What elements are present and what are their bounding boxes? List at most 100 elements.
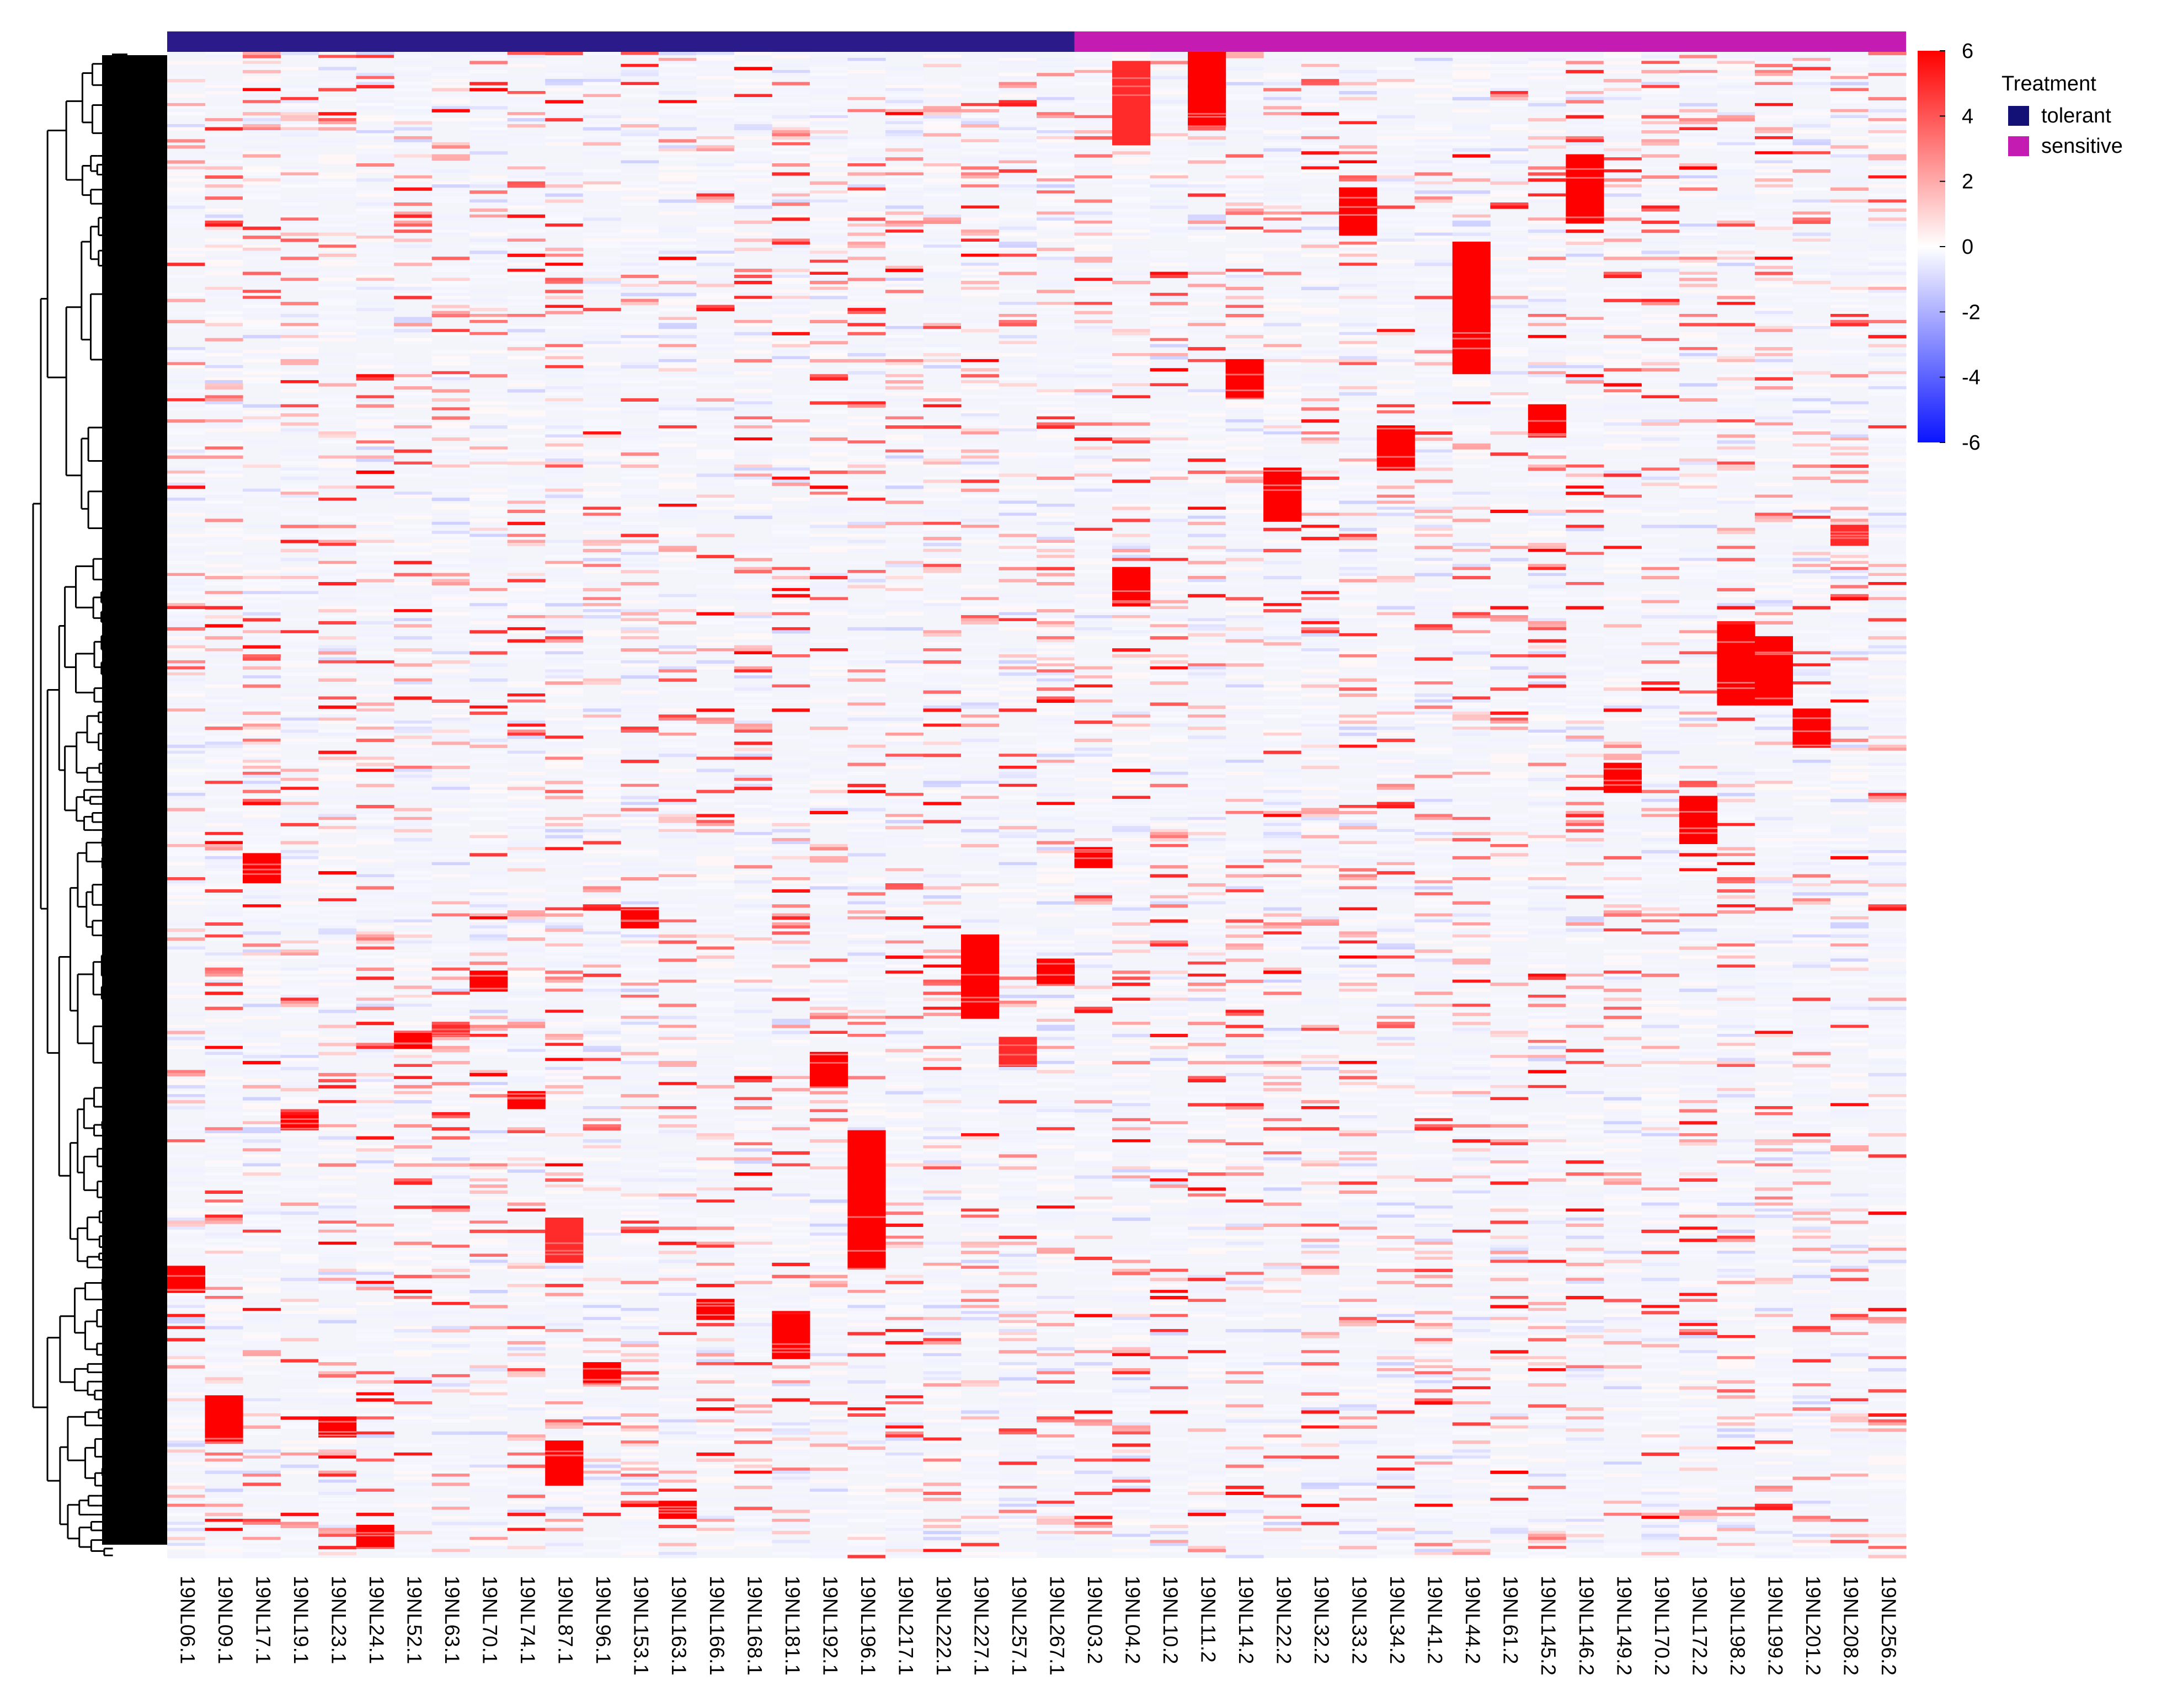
heatmap-cell: [507, 434, 546, 438]
heatmap-cell: [507, 654, 546, 658]
heatmap-cell: [280, 991, 319, 995]
heatmap-cell: [545, 618, 584, 622]
heatmap-cell: [583, 281, 621, 285]
heatmap-cell: [243, 733, 281, 736]
heatmap-cell: [167, 1232, 206, 1236]
heatmap-cell: [621, 1229, 659, 1233]
heatmap-cell: [658, 1296, 697, 1300]
heatmap-cell: [621, 564, 659, 568]
heatmap-cell: [469, 1211, 508, 1215]
heatmap-cell: [621, 94, 659, 98]
heatmap-cell: [507, 651, 546, 655]
heatmap-cell: [280, 419, 319, 423]
heatmap-cell: [280, 733, 319, 736]
heatmap-cell: [167, 407, 206, 411]
heatmap-cell: [507, 242, 546, 245]
heatmap-cell: [507, 690, 546, 694]
heatmap-cell: [356, 106, 394, 110]
heatmap-cell: [280, 350, 319, 354]
heatmap-cell: [583, 606, 621, 610]
heatmap-cell: [318, 97, 357, 100]
heatmap-cell: [507, 847, 546, 851]
heatmap-cell: [583, 967, 621, 971]
heatmap-cell: [243, 1317, 281, 1321]
heatmap-cell: [318, 1311, 357, 1315]
heatmap-cell: [205, 91, 243, 95]
heatmap-cell: [621, 886, 659, 890]
heatmap-cell: [696, 148, 735, 152]
heatmap-cell: [356, 1413, 394, 1417]
heatmap-cell: [356, 907, 394, 911]
heatmap-cell: [167, 1338, 206, 1342]
heatmap-cell: [167, 1416, 206, 1420]
heatmap-cell: [167, 663, 206, 667]
heatmap-cell: [696, 1347, 735, 1351]
heatmap-cell: [243, 979, 281, 983]
heatmap-cell: [280, 1181, 319, 1185]
heatmap-cell: [507, 1199, 546, 1203]
heatmap-cell: [205, 269, 243, 273]
heatmap-cell: [734, 482, 772, 486]
heatmap-cell: [318, 711, 357, 715]
heatmap-cell: [734, 368, 772, 372]
heatmap-cell: [280, 106, 319, 110]
heatmap-cell: [318, 546, 357, 549]
heatmap-cell: [431, 277, 470, 281]
heatmap-cell: [356, 1072, 394, 1076]
heatmap-cell: [658, 717, 697, 721]
heatmap-cell: [280, 1503, 319, 1507]
heatmap-cell: [167, 525, 206, 529]
heatmap-cell: [205, 1257, 243, 1261]
heatmap-cell: [545, 308, 584, 312]
heatmap-cell: [318, 1440, 357, 1444]
heatmap-cell: [545, 741, 584, 745]
heatmap-cell: [621, 1482, 659, 1486]
heatmap-cell: [243, 76, 281, 79]
heatmap-cell: [696, 1422, 735, 1426]
heatmap-cell: [431, 1287, 470, 1290]
heatmap-cell: [356, 211, 394, 215]
heatmap-cell: [167, 1494, 206, 1498]
heatmap-cell: [469, 151, 508, 155]
heatmap-cell: [394, 892, 433, 896]
heatmap-cell: [356, 1154, 394, 1158]
heatmap-cell: [280, 573, 319, 577]
heatmap-cell: [431, 329, 470, 333]
heatmap-cell: [205, 1178, 243, 1182]
heatmap-cell: [621, 465, 659, 468]
heatmap-cell: [621, 989, 659, 992]
heatmap-cell: [658, 1362, 697, 1366]
heatmap-cell: [356, 118, 394, 122]
heatmap-cell: [696, 1419, 735, 1423]
heatmap-cell: [507, 1272, 546, 1275]
heatmap-cell: [243, 286, 281, 290]
heatmap-cell: [583, 816, 621, 820]
heatmap-cell: [243, 766, 281, 770]
heatmap-cell: [394, 109, 433, 113]
heatmap-cell: [469, 678, 508, 682]
heatmap-cell: [507, 934, 546, 938]
heatmap-cell: [205, 931, 243, 935]
heatmap-cell: [280, 314, 319, 318]
heatmap-cell: [583, 991, 621, 995]
heatmap-cell: [356, 925, 394, 929]
heatmap-cell: [431, 1109, 470, 1113]
heatmap-cell: [507, 269, 546, 273]
heatmap-cell: [205, 428, 243, 432]
heatmap-cell: [658, 546, 697, 549]
heatmap-cell: [469, 615, 508, 619]
heatmap-cell: [318, 112, 357, 116]
heatmap-cell: [280, 1329, 319, 1333]
heatmap-cell: [205, 1076, 243, 1080]
heatmap-cell: [318, 57, 357, 61]
heatmap-cell: [583, 1501, 621, 1504]
heatmap-cell: [583, 208, 621, 212]
heatmap-cell: [243, 537, 281, 541]
heatmap-cell: [583, 871, 621, 875]
heatmap-cell: [696, 594, 735, 597]
heatmap-cell: [545, 636, 584, 640]
heatmap-cell: [621, 319, 659, 323]
heatmap-cell: [696, 1118, 735, 1122]
heatmap-cell: [469, 564, 508, 568]
heatmap-cell: [583, 1413, 621, 1417]
